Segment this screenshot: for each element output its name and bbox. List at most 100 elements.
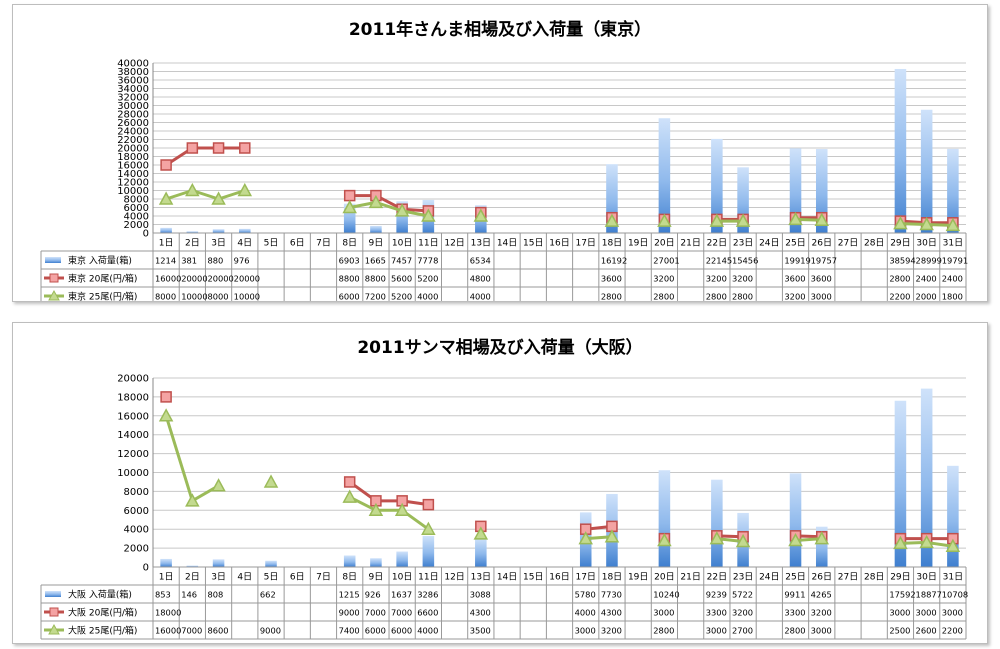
data-label: 38594 xyxy=(889,256,915,266)
data-label: 3000 xyxy=(575,626,596,636)
data-label: 3600 xyxy=(811,274,832,284)
bar xyxy=(789,148,802,233)
data-label: 3500 xyxy=(470,626,491,636)
y-tick-label: 0 xyxy=(143,563,149,574)
x-tick-label: 13日 xyxy=(471,238,491,249)
data-label: 3300 xyxy=(784,608,805,618)
data-label: 853 xyxy=(155,590,171,600)
x-tick-label: 5日 xyxy=(264,572,279,583)
point-marker xyxy=(158,408,174,422)
x-tick-label: 20日 xyxy=(654,572,674,583)
data-label: 15456 xyxy=(732,256,758,266)
point-marker xyxy=(814,531,830,545)
bar xyxy=(265,560,277,567)
data-label: 3000 xyxy=(942,608,963,618)
point-marker xyxy=(735,533,751,548)
x-tick-label: 21日 xyxy=(680,238,700,249)
bar xyxy=(422,535,435,567)
data-label: 8800 xyxy=(339,274,360,284)
data-label: 4000 xyxy=(470,292,491,302)
data-label: 28999 xyxy=(916,256,942,266)
data-label: 9911 xyxy=(784,590,805,600)
data-label: 7000 xyxy=(391,608,412,618)
bar xyxy=(711,479,723,567)
x-tick-label: 23日 xyxy=(733,238,753,249)
series-line xyxy=(795,537,822,543)
data-label: 6600 xyxy=(417,608,438,618)
x-tick-label: 19日 xyxy=(628,572,648,583)
x-tick-label: 29日 xyxy=(890,572,910,583)
x-tick-label: 11日 xyxy=(418,238,438,249)
legend-label: 大阪 25尾(円/箱) xyxy=(68,625,137,637)
y-tick-label: 8000 xyxy=(124,487,149,498)
data-label: 9239 xyxy=(706,590,727,600)
data-label: 2800 xyxy=(889,274,910,284)
y-tick-label: 0 xyxy=(143,229,149,240)
point-marker xyxy=(368,502,384,517)
bar xyxy=(186,231,199,233)
y-tick-label: 18000 xyxy=(117,392,149,403)
y-tick-label: 16000 xyxy=(117,411,149,422)
point-marker xyxy=(263,474,279,488)
point-marker xyxy=(473,526,489,540)
y-tick-label: 20000 xyxy=(117,144,149,155)
y-tick-label: 22000 xyxy=(117,135,149,146)
y-tick-label: 38000 xyxy=(117,67,149,78)
point-marker xyxy=(814,212,830,226)
legend-label: 東京 25尾(円/箱) xyxy=(68,291,137,302)
point-marker xyxy=(421,521,436,535)
data-label: 19919 xyxy=(784,256,810,266)
point-marker xyxy=(342,489,357,503)
data-label: 9000 xyxy=(339,608,360,618)
data-label: 976 xyxy=(234,256,250,266)
x-tick-label: 16日 xyxy=(549,238,569,249)
x-tick-label: 22日 xyxy=(707,572,727,583)
point-marker xyxy=(919,216,934,231)
series-line xyxy=(165,189,246,201)
bar xyxy=(815,149,828,233)
x-tick-label: 16日 xyxy=(549,572,569,583)
y-tick-label: 28000 xyxy=(117,110,149,121)
bar xyxy=(370,558,382,567)
x-tick-label: 7日 xyxy=(316,238,331,249)
x-tick-label: 8日 xyxy=(342,238,357,249)
x-tick-label: 26日 xyxy=(812,572,832,583)
x-tick-label: 9日 xyxy=(369,238,384,249)
y-tick-label: 6000 xyxy=(124,203,149,214)
data-label: 3200 xyxy=(706,274,727,284)
data-label: 4800 xyxy=(470,274,491,284)
series-line xyxy=(348,480,429,507)
data-label: 22145 xyxy=(706,256,732,266)
data-label: 20000 xyxy=(234,274,260,284)
data-label: 7457 xyxy=(391,256,412,266)
data-label: 926 xyxy=(365,590,381,600)
y-tick-label: 6000 xyxy=(124,506,149,517)
x-tick-label: 20日 xyxy=(654,238,674,249)
series-line xyxy=(349,495,430,531)
bar xyxy=(789,473,802,567)
data-label: 6903 xyxy=(339,256,360,266)
point-marker xyxy=(211,191,226,205)
legend-label: 大阪 入荷量(箱) xyxy=(68,589,132,601)
data-label: 662 xyxy=(260,590,276,600)
data-label: 4265 xyxy=(811,590,832,600)
data-label: 3088 xyxy=(470,590,491,600)
x-tick-label: 17日 xyxy=(575,238,595,249)
x-tick-label: 5日 xyxy=(264,238,279,249)
bar xyxy=(737,167,749,233)
x-tick-label: 12日 xyxy=(444,572,464,583)
chart-panel-osaka: 2011サンマ相場及び入荷量（大阪） 0 2000 4000 6000 8000 10000… xyxy=(12,322,988,644)
data-label: 5200 xyxy=(391,292,412,302)
x-tick-label: 26日 xyxy=(812,238,832,249)
point-marker xyxy=(211,478,226,492)
x-tick-label: 7日 xyxy=(316,572,331,583)
data-label: 10000 xyxy=(181,292,207,302)
y-tick-label: 20000 xyxy=(117,374,149,385)
data-label: 2200 xyxy=(942,626,963,636)
x-tick-label: 24日 xyxy=(759,572,779,583)
point-marker xyxy=(185,493,200,507)
x-tick-label: 6日 xyxy=(290,238,305,249)
data-label: 7000 xyxy=(365,608,386,618)
series-line xyxy=(349,194,429,213)
x-tick-label: 19日 xyxy=(628,238,648,249)
